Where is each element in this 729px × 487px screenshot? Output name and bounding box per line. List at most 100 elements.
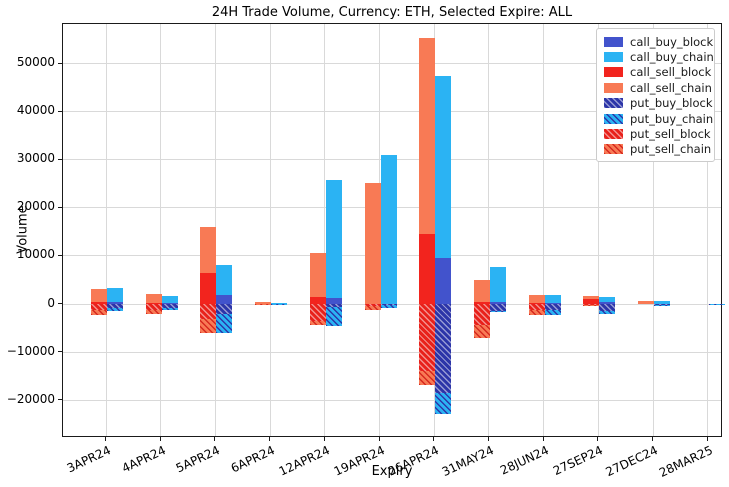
legend-item-call_sell_chain: call_sell_chain [604, 80, 712, 95]
legend-label-call_sell_block: call_sell_block [630, 65, 712, 80]
bar-segment-28MAR25-put_buy_chain [708, 304, 725, 305]
bar-segment-3APR24-call_sell_chain [91, 288, 107, 303]
bar-segment-28MAR25-call_buy_chain [708, 303, 725, 305]
legend-item-put_sell_block: put_sell_block [604, 126, 711, 141]
y-tick-mark [58, 399, 62, 401]
legend-label-put_buy_block: put_buy_block [630, 96, 713, 111]
legend-label-call_buy_block: call_buy_block [630, 34, 714, 49]
bar-segment-31MAY24-call_sell_block [473, 302, 490, 304]
bar-segment-26APR24-call_buy_chain [435, 75, 452, 259]
x-axis-label: Expiry [371, 464, 413, 479]
bar-segment-27SEP24-put_buy_block [599, 304, 616, 312]
bar-segment-27SEP24-put_sell_chain [583, 305, 600, 307]
bar-segment-28JUN24-put_buy_block [544, 304, 561, 311]
bar-segment-26APR24-put_sell_block [419, 304, 436, 372]
gridline-h [63, 63, 721, 65]
bar-segment-3APR24-put_buy_chain [107, 308, 123, 312]
bar-segment-26APR24-put_buy_block [435, 304, 452, 393]
bar-segment-31MAY24-put_buy_block [489, 304, 506, 311]
bar-segment-27SEP24-call_buy_block [599, 302, 616, 304]
x-tick-mark [159, 437, 161, 441]
x-tick-mark [542, 437, 544, 441]
legend-label-put_sell_chain: put_sell_chain [630, 142, 712, 157]
bar-segment-31MAY24-put_sell_chain [473, 324, 490, 339]
bar-segment-27DEC24-call_sell_chain [638, 300, 654, 304]
bar-segment-4APR24-call_buy_chain [161, 295, 178, 304]
bar-segment-4APR24-put_sell_chain [145, 310, 162, 314]
y-tick-mark [58, 62, 62, 64]
bar-segment-6APR24-call_sell_chain [255, 302, 272, 304]
bar-segment-27DEC24-call_buy_chain [654, 301, 670, 304]
y-tick-label: 30000 [16, 151, 55, 166]
bar-segment-27DEC24-put_buy_block [654, 304, 670, 305]
bar-segment-5APR24-call_buy_block [216, 295, 233, 304]
bar-segment-12APR24-put_buy_block [325, 304, 342, 307]
bar-segment-3APR24-put_buy_block [107, 304, 123, 309]
bar-segment-26APR24-put_sell_chain [419, 371, 436, 386]
legend-label-put_buy_chain: put_buy_chain [630, 111, 714, 126]
legend-swatch-call_sell_block [604, 67, 623, 78]
bar-segment-31MAY24-put_buy_chain [489, 310, 506, 312]
legend-item-put_sell_chain: put_sell_chain [604, 142, 711, 157]
gridline-h [63, 399, 721, 401]
y-tick-label: 50000 [16, 55, 55, 70]
legend-swatch-put_buy_block [604, 98, 623, 109]
x-tick-mark [105, 437, 106, 441]
bar-segment-3APR24-put_sell_block [91, 304, 107, 310]
legend-swatch-put_buy_chain [604, 113, 623, 124]
bar-segment-27SEP24-call_sell_chain [583, 295, 600, 299]
bar-segment-5APR24-put_buy_chain [216, 313, 233, 334]
legend-item-call_buy_chain: call_buy_chain [604, 49, 714, 64]
gridline-v [543, 24, 545, 436]
bar-segment-27SEP24-call_sell_block [583, 298, 600, 304]
legend-swatch-call_buy_block [604, 36, 623, 47]
legend-item-put_buy_block: put_buy_block [604, 96, 713, 111]
y-tick-label: 0 [47, 295, 55, 310]
y-tick-mark [58, 351, 62, 353]
bar-segment-27DEC24-put_buy_chain [654, 304, 670, 306]
bar-segment-28JUN24-put_sell_block [528, 304, 545, 310]
bar-segment-31MAY24-call_buy_block [489, 301, 506, 304]
bar-segment-6APR24-put_sell_chain [255, 304, 272, 305]
bar-segment-28JUN24-call_sell_block [528, 302, 545, 304]
gridline-v [707, 24, 709, 436]
bar-segment-4APR24-put_buy_chain [161, 307, 178, 310]
gridline-h [63, 111, 721, 113]
x-tick-mark [652, 437, 653, 441]
x-tick-mark [378, 437, 380, 441]
bar-segment-4APR24-call_sell_chain [145, 293, 162, 303]
y-tick-mark [58, 254, 62, 256]
bar-segment-5APR24-put_sell_chain [200, 319, 217, 334]
bar-segment-12APR24-call_sell_block [309, 296, 326, 304]
legend-item-call_sell_block: call_sell_block [604, 65, 711, 80]
chart-title: 24H Trade Volume, Currency: ETH, Selecte… [211, 5, 573, 20]
x-tick-mark [597, 437, 599, 441]
bar-segment-19APR24-put_sell_chain [364, 306, 381, 311]
legend: call_buy_block call_buy_chain call_sell_bl… [596, 28, 715, 163]
bar-segment-28JUN24-put_sell_chain [528, 309, 545, 315]
x-tick-mark [706, 437, 708, 441]
bar-segment-3APR24-call_buy_block [107, 302, 123, 304]
bar-segment-12APR24-call_buy_chain [325, 179, 342, 298]
legend-swatch-put_sell_chain [604, 144, 623, 155]
y-tick-label: 10000 [16, 247, 55, 262]
x-tick-mark [214, 437, 216, 441]
bar-segment-27SEP24-put_buy_chain [599, 311, 616, 315]
x-tick-mark [487, 437, 489, 441]
legend-label-call_sell_chain: call_sell_chain [630, 80, 712, 95]
legend-swatch-put_sell_block [604, 129, 623, 140]
bar-segment-4APR24-call_buy_block [161, 303, 178, 304]
bar-segment-4APR24-put_sell_block [145, 304, 162, 311]
bar-segment-12APR24-call_buy_block [325, 297, 342, 304]
bar-segment-19APR24-call_buy_chain [380, 154, 397, 304]
bar-segment-28JUN24-put_buy_chain [544, 310, 561, 315]
bar-segment-6APR24-call_buy_chain [271, 302, 288, 304]
y-tick-mark [58, 206, 62, 208]
bar-segment-27SEP24-put_sell_block [583, 304, 600, 306]
bar-segment-26APR24-call_buy_block [435, 258, 452, 304]
bar-segment-3APR24-call_sell_block [91, 302, 107, 304]
gridline-v [269, 24, 271, 436]
gridline-v [488, 24, 490, 436]
bar-segment-19APR24-put_buy_chain [380, 305, 397, 308]
bar-segment-3APR24-call_buy_chain [107, 288, 123, 303]
